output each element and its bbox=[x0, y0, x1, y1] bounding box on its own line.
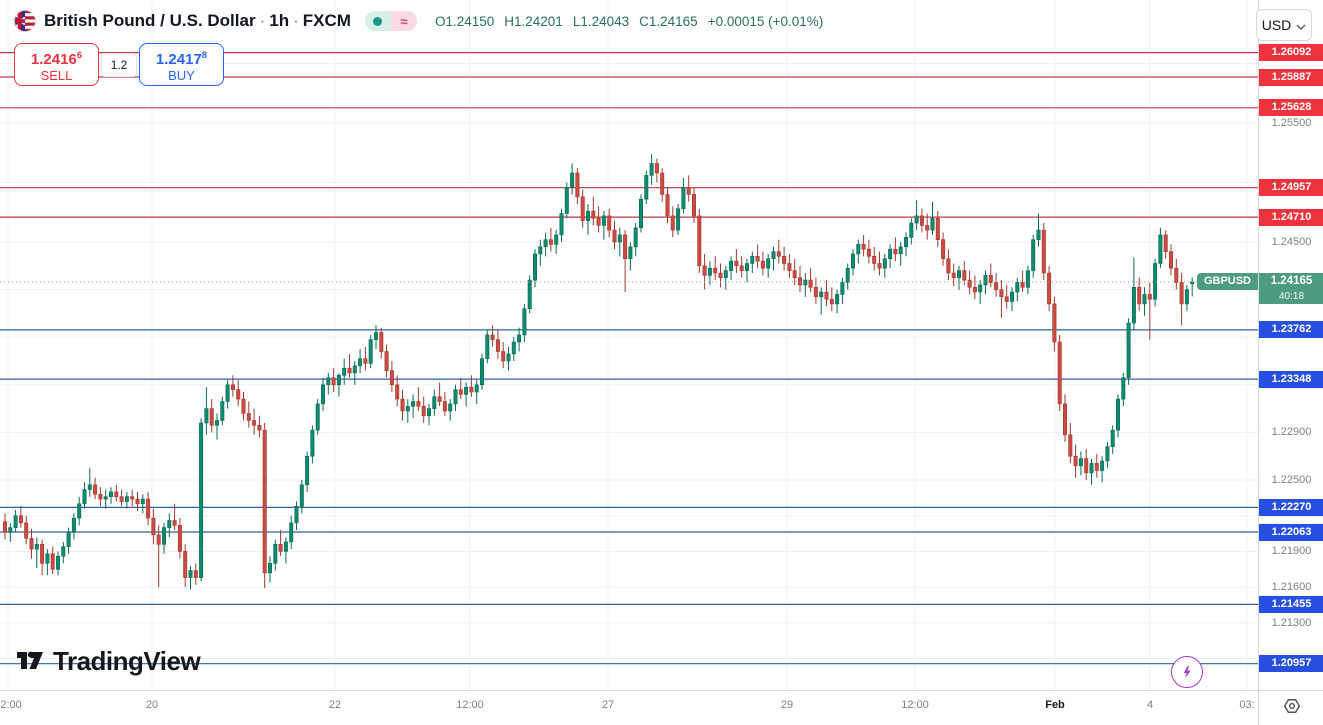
symbol-price-tag: GBPUSD bbox=[1196, 273, 1258, 291]
price-chart-area[interactable]: TradingView GBPUSD bbox=[0, 0, 1258, 690]
title-separator: · bbox=[293, 11, 299, 30]
time-axis[interactable]: 12:00 20 22 12:00 27 29 12:00 Feb 4 03: bbox=[0, 690, 1258, 725]
axis-settings-gear-icon[interactable] bbox=[1282, 696, 1302, 721]
market-open-indicator bbox=[364, 11, 391, 31]
spread-value: 1.2 bbox=[101, 52, 137, 77]
time-axis-label: 12:00 bbox=[456, 699, 484, 711]
interval-label: 1h bbox=[269, 11, 290, 30]
current-price-value: 1.24165 bbox=[1270, 274, 1313, 287]
exchange-label: FXCM bbox=[302, 11, 351, 30]
price-axis-label: 1.24500 bbox=[1271, 236, 1312, 248]
low-value: L1.24043 bbox=[572, 13, 630, 29]
high-value: H1.24201 bbox=[504, 13, 563, 29]
currency-label: USD bbox=[1261, 17, 1292, 33]
order-panel: 1.24166 SELL 1.2 1.24178 BUY bbox=[14, 43, 224, 86]
price-level-badge[interactable]: 1.21455 bbox=[1259, 595, 1323, 613]
price-axis-label: 1.21900 bbox=[1271, 545, 1312, 558]
price-level-badge[interactable]: 1.22063 bbox=[1259, 523, 1323, 541]
gbpusd-flag-icon bbox=[14, 10, 36, 32]
time-axis-label: 29 bbox=[780, 699, 794, 711]
time-axis-label: 4 bbox=[1146, 699, 1154, 711]
delayed-data-icon: ≈ bbox=[390, 11, 417, 31]
lightning-icon[interactable] bbox=[1171, 656, 1203, 688]
price-axis-label: 1.22500 bbox=[1271, 474, 1312, 486]
buy-label: BUY bbox=[168, 67, 195, 83]
currency-dropdown[interactable]: USD bbox=[1256, 9, 1312, 41]
title-separator: · bbox=[259, 11, 266, 30]
watermark-text: TradingView bbox=[53, 646, 201, 676]
buy-price: 1.2417 bbox=[155, 50, 202, 68]
price-level-badge[interactable]: 1.24710 bbox=[1259, 208, 1323, 226]
sell-price: 1.2416 bbox=[30, 50, 77, 68]
price-level-badge[interactable]: 1.23762 bbox=[1259, 321, 1323, 339]
sell-label: SELL bbox=[40, 67, 73, 83]
time-axis-label: 12:00 bbox=[0, 699, 22, 711]
price-level-badge[interactable]: 1.22270 bbox=[1259, 498, 1323, 516]
tradingview-logo-icon bbox=[16, 646, 46, 677]
market-status-dot-icon bbox=[373, 16, 383, 26]
sell-price-pip: 6 bbox=[76, 49, 83, 61]
axis-corner-cell bbox=[1258, 690, 1323, 725]
open-value: O1.24150 bbox=[434, 13, 495, 29]
time-axis-label: 20 bbox=[145, 699, 159, 711]
price-axis-label: 1.21300 bbox=[1271, 616, 1312, 629]
symbol-name: British Pound / U.S. Dollar bbox=[44, 11, 256, 30]
sell-button[interactable]: 1.24166 SELL bbox=[14, 43, 99, 86]
time-axis-label: Feb bbox=[1045, 699, 1065, 711]
price-axis-label: 1.22900 bbox=[1271, 426, 1312, 439]
time-axis-label: 27 bbox=[601, 699, 615, 711]
buy-price-pip: 8 bbox=[201, 49, 208, 61]
tradingview-watermark: TradingView bbox=[16, 646, 201, 677]
change-value: +0.00015 (+0.01%) bbox=[707, 13, 824, 29]
chevron-down-icon bbox=[1296, 17, 1306, 33]
time-axis-label: 12:00 bbox=[901, 699, 929, 711]
candlestick-chart[interactable] bbox=[0, 0, 1258, 690]
price-level-badge[interactable]: 1.25628 bbox=[1259, 99, 1323, 117]
price-level-badge[interactable]: 1.25887 bbox=[1259, 68, 1323, 86]
bar-countdown: 40:18 bbox=[1278, 290, 1305, 302]
current-price-badge[interactable]: 1.24165 40:18 bbox=[1259, 272, 1323, 304]
close-value: C1.24165 bbox=[639, 13, 698, 29]
price-level-badge[interactable]: 1.26092 bbox=[1259, 44, 1323, 62]
time-axis-label: 03: bbox=[1239, 699, 1255, 711]
time-axis-label: 22 bbox=[328, 699, 342, 711]
symbol-header: British Pound / U.S. Dollar · 1h · FXCM ≈ O1… bbox=[14, 10, 823, 32]
ohlc-readout: O1.24150 H1.24201 L1.24043 C1.24165 +0.0… bbox=[435, 14, 823, 29]
buy-button[interactable]: 1.24178 BUY bbox=[139, 43, 224, 86]
price-level-badge[interactable]: 1.23348 bbox=[1259, 370, 1323, 388]
symbol-title[interactable]: British Pound / U.S. Dollar · 1h · FXCM bbox=[44, 11, 351, 31]
price-level-badge[interactable]: 1.20957 bbox=[1259, 655, 1323, 673]
price-axis[interactable]: 1.25500 1.24500 1.22900 1.22500 1.21900 1.216… bbox=[1258, 0, 1323, 690]
market-status-pill[interactable]: ≈ bbox=[364, 11, 417, 31]
price-axis-label: 1.25500 bbox=[1271, 117, 1312, 129]
price-axis-label: 1.21600 bbox=[1271, 581, 1312, 594]
price-level-badge[interactable]: 1.24957 bbox=[1259, 179, 1323, 197]
